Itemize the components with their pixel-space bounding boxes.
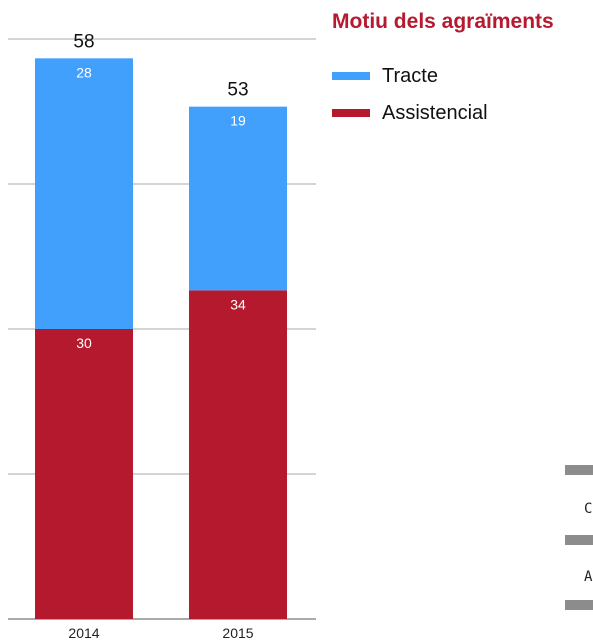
partial-label-a: A (584, 569, 593, 585)
x-tick-label-2015: 2015 (222, 625, 253, 641)
bar-assistencial-2014 (35, 329, 133, 619)
total-label-2014: 58 (73, 31, 94, 52)
legend-swatch-tracte (332, 72, 370, 80)
bar-tracte-2015 (189, 106, 287, 291)
partial-label-c: C (584, 501, 593, 517)
stacked-bar-chart: 30 28 58 2014 34 19 53 2015 (8, 31, 316, 641)
total-label-2015: 53 (227, 80, 248, 101)
data-label-assistencial-2015: 34 (230, 296, 246, 312)
partial-gray-bar-2 (565, 535, 593, 545)
data-label-tracte-2015: 19 (230, 113, 246, 129)
partial-gray-bar-3 (565, 600, 593, 610)
x-tick-label-2014: 2014 (68, 625, 99, 641)
legend-label-tracte: Tracte (382, 64, 438, 87)
data-label-tracte-2014: 28 (76, 64, 92, 80)
legend-label-assistencial: Assistencial (382, 101, 488, 124)
legend-swatch-assistencial (332, 109, 370, 117)
bar-tracte-2014 (35, 58, 133, 329)
partial-gray-bar-1 (565, 465, 593, 475)
bar-assistencial-2015 (189, 290, 287, 619)
legend-item-tracte: Tracte (332, 63, 438, 89)
data-label-assistencial-2014: 30 (76, 335, 92, 351)
legend-title: Motiu dels agraïments (332, 10, 554, 33)
legend-item-assistencial: Assistencial (332, 100, 488, 126)
